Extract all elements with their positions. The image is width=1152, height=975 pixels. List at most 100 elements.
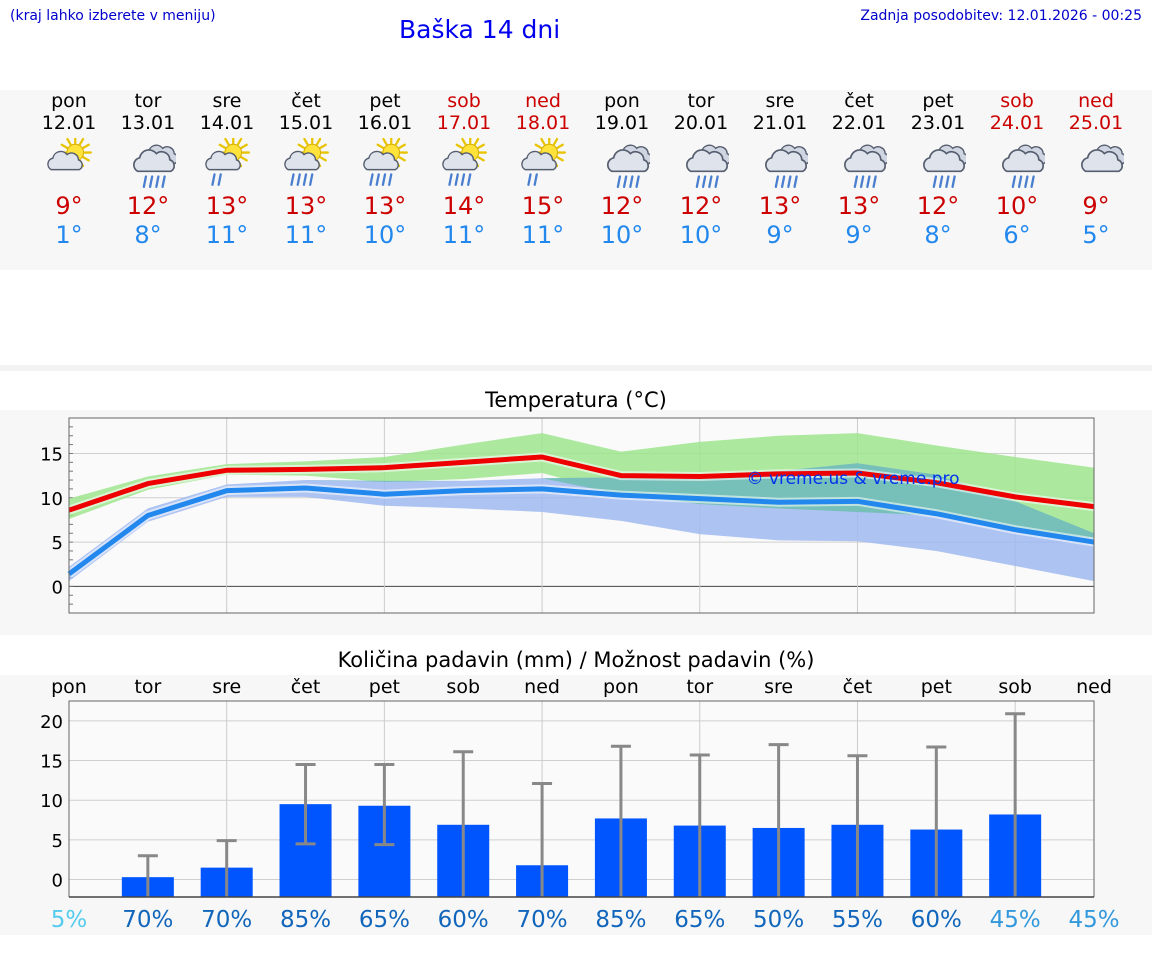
day-column: pet 23.01 12° 8° [899, 90, 977, 250]
precipitation-probability: 65% [359, 907, 410, 933]
day-column: čet 15.01 13° 11° [267, 90, 345, 250]
day-name: sob [447, 90, 481, 112]
precipitation-chart: 0 5 10 15 20 pon tor sre čet pet sob ned pon tor sre če… [40, 676, 1119, 933]
max-temperature-line-point [541, 456, 543, 458]
day-name: pet [922, 90, 954, 112]
max-temperature: 12° [916, 192, 960, 220]
min-temperature: 8° [924, 221, 952, 249]
y-tick-label: 0 [52, 577, 63, 598]
precipitation-probability: 45% [990, 907, 1041, 933]
day-date: 20.01 [673, 112, 729, 134]
day-column: pon 19.01 12° 10° [583, 90, 661, 250]
forecast-strip-band [0, 90, 1152, 270]
min-temperature: 10° [600, 221, 644, 249]
min-temperature: 5° [1082, 221, 1110, 249]
day-column: ned 25.01 9° 5° [1057, 90, 1135, 250]
day-name: sob [1000, 90, 1034, 112]
last-updated: Zadnja posodobitev: 12.01.2026 - 00:25 [860, 8, 1142, 24]
max-temperature: 13° [837, 192, 881, 220]
location-menu-note: (kraj lahko izberete v meniju) [10, 8, 216, 24]
day-column: sob 24.01 10° 6° [978, 90, 1056, 250]
min-temperature: 10° [363, 221, 407, 249]
day-label: čet [291, 676, 321, 698]
cloud-icon [1081, 144, 1124, 173]
min-temperature: 11° [284, 221, 328, 249]
min-temperature-line-point [699, 498, 701, 500]
sun-cloud-light-rain-icon [521, 138, 566, 186]
max-temperature-line-point [1014, 496, 1016, 498]
precipitation-probability: 70% [517, 907, 568, 933]
day-column: ned 18.01 15° 11° [504, 90, 582, 250]
watermark: © vreme.us & vreme.pro [746, 469, 959, 489]
day-date: 22.01 [831, 112, 887, 134]
cloud-rain-icon [1002, 144, 1045, 189]
day-column: pet 16.01 13° 10° [346, 90, 424, 250]
day-label: sob [446, 676, 480, 698]
max-temperature: 15° [521, 192, 565, 220]
day-label: sob [998, 676, 1032, 698]
day-label: pon [603, 676, 639, 698]
min-temperature-line-point [226, 490, 228, 492]
precipitation-probability: 60% [911, 907, 962, 933]
day-name: pon [604, 90, 640, 112]
y-tick-label: 10 [40, 489, 63, 510]
day-name: ned [525, 90, 561, 112]
min-temperature: 11° [205, 221, 249, 249]
day-name: čet [291, 90, 321, 112]
precipitation-plot-frame [68, 700, 1095, 897]
max-temperature-line [68, 454, 1095, 513]
day-label: čet [843, 676, 873, 698]
precipitation-probability: 55% [832, 907, 883, 933]
day-column: tor 20.01 12° 10° [662, 90, 740, 250]
max-temperature-line-point [462, 461, 464, 463]
min-temperature-line-point [620, 494, 622, 496]
day-column: sre 14.01 13° 11° [188, 90, 266, 250]
day-column: sre 21.01 13° 9° [741, 90, 819, 250]
max-temperature-line-point [226, 469, 228, 471]
precipitation-chart-title: Količina padavin (mm) / Možnost padavin … [337, 648, 815, 672]
cloud-rain-icon [765, 144, 808, 189]
day-label: sre [764, 676, 793, 698]
day-date: 24.01 [989, 112, 1045, 134]
day-column: sob 17.01 14° 11° [425, 90, 503, 250]
y-tick-label: 15 [40, 752, 63, 773]
min-temperature: 9° [766, 221, 794, 249]
min-temperature-line-point [1014, 529, 1016, 531]
max-temperature-line-point [935, 482, 937, 484]
day-name: pet [369, 90, 401, 112]
precipitation-probability: 70% [122, 907, 173, 933]
day-name: sre [765, 90, 795, 112]
max-temperature: 14° [442, 192, 486, 220]
min-temperature-line [67, 485, 1095, 577]
min-temperature: 8° [134, 221, 162, 249]
max-temperature: 13° [363, 192, 407, 220]
day-name: sre [212, 90, 242, 112]
day-label: ned [524, 676, 560, 698]
precipitation-probability: 5% [51, 907, 88, 933]
day-label: pet [921, 676, 952, 698]
y-tick-label: 15 [40, 444, 63, 465]
temperature-chart-title: Temperatura (°C) [485, 388, 667, 412]
page-title: Baška 14 dni [399, 15, 561, 44]
max-temperature: 10° [995, 192, 1039, 220]
day-date: 23.01 [910, 112, 966, 134]
max-temperature-line-point [305, 468, 307, 470]
day-date: 14.01 [199, 112, 255, 134]
day-label: pet [369, 676, 400, 698]
temperature-chart: 0 5 10 15 © vreme.us & vreme.pro [40, 417, 1095, 614]
day-name: ned [1078, 90, 1114, 112]
precipitation-probability: 70% [201, 907, 252, 933]
sun-cloud-rain-icon [284, 138, 329, 186]
day-date: 21.01 [752, 112, 808, 134]
min-temperature: 11° [521, 221, 565, 249]
min-temperature-line-point [147, 515, 149, 516]
sun-cloud-rain-icon [363, 138, 408, 186]
max-temperature-line-point [620, 475, 622, 477]
day-date: 15.01 [278, 112, 334, 134]
day-date: 25.01 [1068, 112, 1124, 134]
max-temperature: 13° [205, 192, 249, 220]
day-column: čet 22.01 13° 9° [820, 90, 898, 250]
min-temperature-line-point [935, 513, 937, 515]
max-temperature: 12° [679, 192, 723, 220]
day-name: čet [844, 90, 874, 112]
